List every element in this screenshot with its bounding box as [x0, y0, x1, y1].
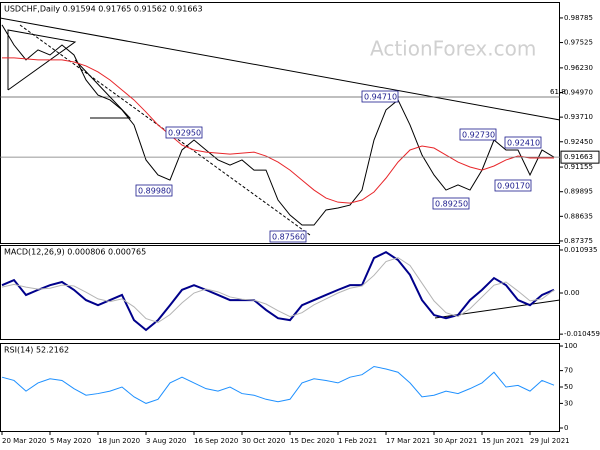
series-line: [1, 250, 555, 332]
dotted-trend: [19, 24, 311, 236]
x-tick-label: 30 Apr 2021: [434, 437, 477, 445]
panel-title: RSI(14) 52.2162: [4, 346, 69, 355]
annotation: 0.94710: [364, 93, 397, 102]
annotation: 0.89980: [138, 187, 171, 196]
series-line: [2, 57, 554, 204]
x-tick-label: 1 Feb 2021: [338, 437, 377, 445]
series-line: [1, 257, 555, 324]
y-tick-label: 0: [564, 424, 568, 432]
y-tick-label: 0.92450: [564, 138, 593, 146]
price-panel: [0, 2, 560, 244]
annotation-box: [432, 197, 470, 210]
price-box: [560, 150, 600, 164]
y-tick-label: 0.98785: [564, 14, 593, 22]
y-tick-label: 50: [564, 383, 573, 391]
annotation: 0.92730: [462, 131, 495, 140]
annotation: 0.90170: [497, 182, 530, 191]
annotation: 0.92410: [507, 139, 540, 148]
annotation-box: [494, 179, 532, 192]
panel-title: MACD(12,26,9) 0.000806 0.000765: [4, 248, 146, 257]
y-tick-label: 0.93710: [564, 113, 593, 121]
x-tick-label: 17 Mar 2021: [386, 437, 430, 445]
triangle: [7, 29, 77, 91]
annotation-box: [269, 230, 307, 243]
x-tick-label: 15 Dec 2020: [290, 437, 335, 445]
y-tick-label: 0.00: [564, 289, 580, 297]
panel-title: USDCHF,Daily 0.91594 0.91765 0.91562 0.9…: [4, 5, 203, 14]
y-tick-label: 100: [564, 342, 577, 350]
y-tick-label: -0.010459: [564, 330, 600, 338]
trend-line: [0, 17, 561, 121]
x-tick-label: 15 Jun 2021: [482, 437, 524, 445]
fib-label: 61.8: [550, 88, 566, 96]
macd-panel: [0, 245, 560, 340]
x-tick-label: 3 Aug 2020: [146, 437, 186, 445]
annotation-box: [165, 126, 203, 139]
annotation-box: [135, 184, 173, 197]
x-tick-label: 20 Mar 2020: [2, 437, 46, 445]
annotation-box: [361, 90, 399, 103]
annotation-box: [504, 136, 542, 149]
x-tick-label: 30 Oct 2020: [242, 437, 285, 445]
y-tick-label: 0.97525: [564, 39, 593, 47]
y-tick-label: 0.96230: [564, 64, 593, 72]
series-line: [1, 365, 555, 404]
y-tick-label: 0.88635: [564, 212, 593, 220]
watermark: ActionForex.com: [370, 37, 536, 61]
x-tick-label: 16 Sep 2020: [194, 437, 238, 445]
y-tick-label: 70: [564, 367, 573, 375]
annotation: 0.92950: [168, 129, 201, 138]
channel: [74, 59, 132, 119]
y-tick-label: 0.010935: [564, 246, 597, 254]
price-label: 0.91663: [564, 153, 593, 161]
x-tick-label: 5 May 2020: [50, 437, 91, 445]
y-tick-label: 0.87375: [564, 237, 593, 245]
y-tick-label: 0.89895: [564, 188, 593, 196]
rsi-panel: [0, 343, 560, 432]
x-tick-label: 18 Jun 2020: [98, 437, 140, 445]
y-tick-label: 30: [564, 399, 573, 407]
x-tick-label: 29 Jul 2021: [530, 437, 570, 445]
annotation: 0.89250: [435, 200, 468, 209]
series-line: [1, 24, 555, 226]
annotation-box: [459, 128, 497, 141]
y-tick-label: 0.91155: [564, 163, 593, 171]
y-tick-label: 0.94970: [564, 89, 593, 97]
annotation: 0.87560: [272, 233, 305, 242]
